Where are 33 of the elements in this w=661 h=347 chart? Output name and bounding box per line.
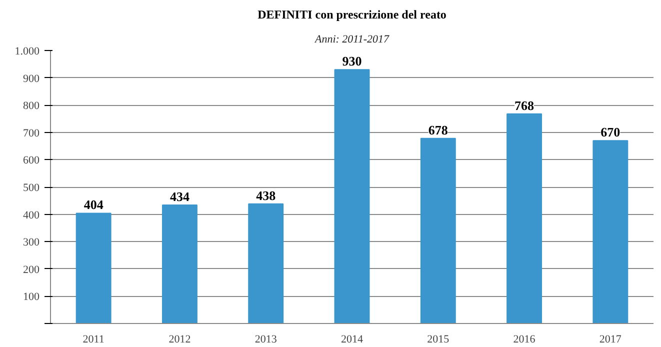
bar <box>248 203 284 324</box>
y-tick-label: 600 <box>23 154 40 167</box>
x-tick-label: 2017 <box>599 334 622 346</box>
y-tick-label: 300 <box>23 236 40 249</box>
bar <box>76 212 112 324</box>
y-tick-label: 100 <box>23 291 40 304</box>
data-label: 768 <box>514 98 535 113</box>
bar <box>592 140 628 324</box>
y-tick-label: 1.000 <box>14 46 40 58</box>
chart-subtitle: Anni: 2011-2017 <box>314 34 390 46</box>
bar <box>506 113 542 324</box>
x-tick-label: 2012 <box>168 334 191 346</box>
chart-title: DEFINITI con prescrizione del reato <box>258 8 446 22</box>
data-label: 678 <box>428 122 448 138</box>
data-label: 670 <box>600 124 620 140</box>
x-tick-label: 2015 <box>427 334 450 346</box>
x-tick-label: 2011 <box>82 334 104 346</box>
y-tick-label: 500 <box>23 182 40 194</box>
data-label: 404 <box>84 197 104 212</box>
y-tick-label: 700 <box>23 127 40 140</box>
bar <box>420 138 456 324</box>
y-tick-label: 800 <box>23 100 40 112</box>
data-label: 930 <box>342 54 362 69</box>
bar <box>334 69 370 324</box>
bar <box>162 204 198 324</box>
x-tick-label: 2016 <box>513 334 536 346</box>
x-tick-label: 2014 <box>341 334 364 346</box>
x-tick-label: 2013 <box>254 334 278 346</box>
y-tick-label: 900 <box>23 72 40 85</box>
data-label: 434 <box>170 189 190 204</box>
data-label: 438 <box>256 188 276 203</box>
y-tick-label: 200 <box>23 264 40 276</box>
y-tick-label: 400 <box>23 209 40 222</box>
